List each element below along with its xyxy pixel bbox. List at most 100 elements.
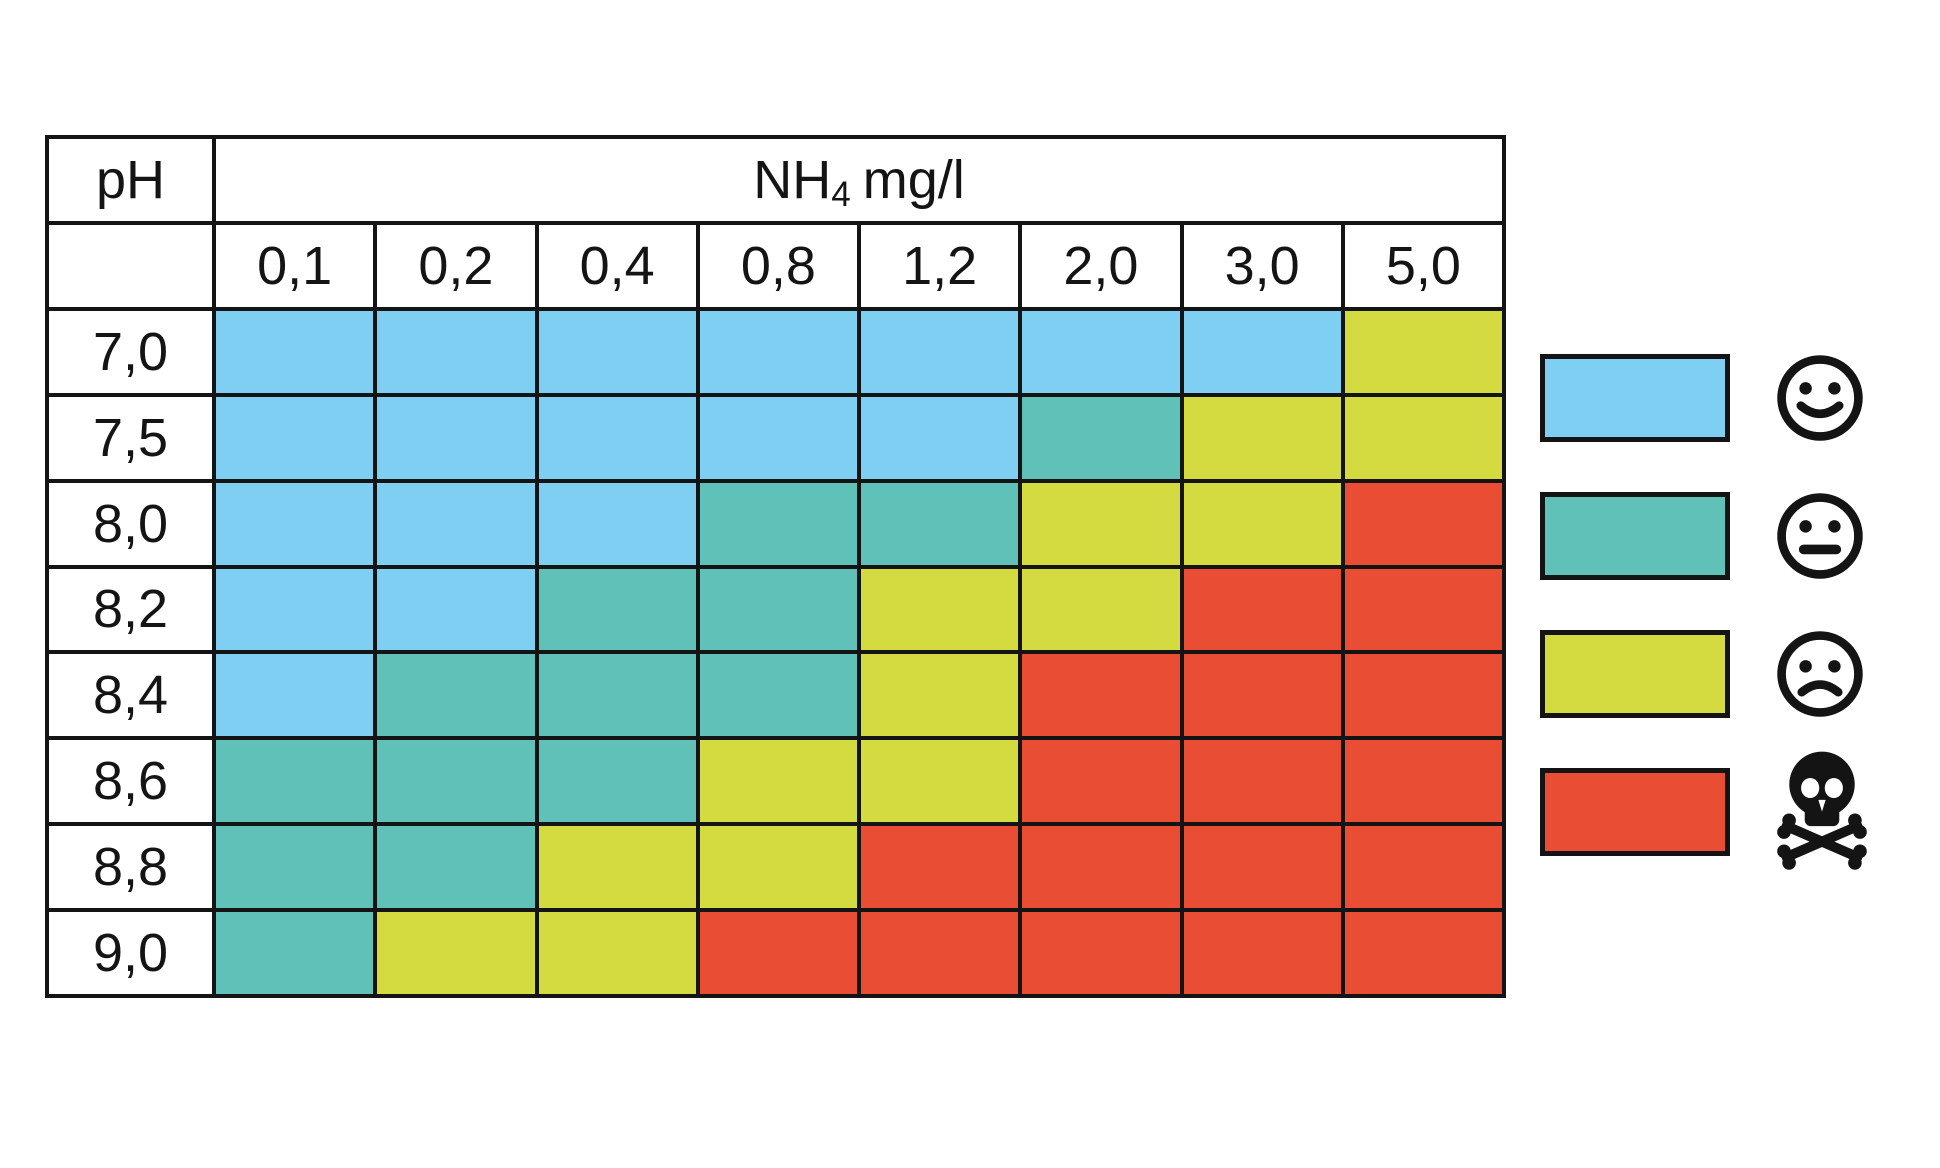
heat-cell-8,6-0,8	[699, 740, 857, 823]
row-header-8,2: 8,2	[49, 568, 212, 651]
heat-cell-9,0-2,0	[1022, 912, 1180, 994]
heat-cell-7,0-5,0	[1344, 310, 1502, 393]
heat-cell-8,8-0,8	[699, 826, 857, 909]
nh4-header-cell: NH 4 mg/l	[216, 139, 1502, 221]
heat-cell-7,5-1,2	[861, 396, 1019, 479]
heat-cell-8,4-0,8	[699, 654, 857, 737]
heat-cell-8,6-0,4	[538, 740, 696, 823]
heat-cell-8,2-3,0	[1183, 568, 1341, 651]
heat-cell-7,0-3,0	[1183, 310, 1341, 393]
heat-cell-8,6-0,1	[216, 740, 374, 823]
heat-cell-7,5-3,0	[1183, 396, 1341, 479]
row-header-8,0: 8,0	[49, 482, 212, 565]
heat-cell-8,4-2,0	[1022, 654, 1180, 737]
heat-cell-9,0-0,1	[216, 912, 374, 994]
heat-cell-8,0-0,2	[377, 482, 535, 565]
nh4-unit-label: mg/l	[862, 149, 965, 210]
heat-cell-7,5-5,0	[1344, 396, 1502, 479]
heat-cell-9,0-0,2	[377, 912, 535, 994]
heat-cell-8,0-0,1	[216, 482, 374, 565]
heat-cell-8,2-0,2	[377, 568, 535, 651]
column-header-0,4: 0,4	[538, 224, 696, 307]
heat-cell-8,8-0,1	[216, 826, 374, 909]
heat-cell-8,8-0,2	[377, 826, 535, 909]
happy-face-icon	[1772, 350, 1868, 446]
legend	[1540, 354, 1872, 906]
heat-cell-9,0-0,4	[538, 912, 696, 994]
ph-corner-cell: pH	[49, 139, 212, 221]
row-header-8,8: 8,8	[49, 826, 212, 909]
heat-cell-9,0-5,0	[1344, 912, 1502, 994]
heat-cell-8,4-0,2	[377, 654, 535, 737]
heat-cell-7,0-0,2	[377, 310, 535, 393]
heat-cell-7,0-0,4	[538, 310, 696, 393]
column-header-0,1: 0,1	[216, 224, 374, 307]
legend-swatch-bad	[1540, 630, 1730, 718]
row-header-9,0: 9,0	[49, 912, 212, 994]
heat-cell-7,5-2,0	[1022, 396, 1180, 479]
heat-cell-8,0-3,0	[1183, 482, 1341, 565]
heat-cell-7,5-0,4	[538, 396, 696, 479]
column-header-3,0: 3,0	[1183, 224, 1341, 307]
ph-label: pH	[95, 149, 166, 210]
column-header-2,0: 2,0	[1022, 224, 1180, 307]
empty-header-cell	[49, 224, 212, 307]
nh4-subscript: 4	[831, 175, 851, 215]
heat-cell-8,0-0,8	[699, 482, 857, 565]
heat-cell-8,2-5,0	[1344, 568, 1502, 651]
heat-cell-8,8-1,2	[861, 826, 1019, 909]
neutral-face-icon	[1772, 488, 1868, 584]
heat-cell-8,6-5,0	[1344, 740, 1502, 823]
legend-row-ok	[1540, 492, 1872, 580]
heat-cell-8,4-0,4	[538, 654, 696, 737]
column-header-1,2: 1,2	[861, 224, 1019, 307]
heat-cell-8,0-5,0	[1344, 482, 1502, 565]
heat-cell-8,2-2,0	[1022, 568, 1180, 651]
heat-cell-7,0-1,2	[861, 310, 1019, 393]
heat-cell-8,0-1,2	[861, 482, 1019, 565]
heat-cell-8,2-0,8	[699, 568, 857, 651]
heat-cell-8,0-2,0	[1022, 482, 1180, 565]
heat-cell-8,4-0,1	[216, 654, 374, 737]
heat-cell-7,5-0,1	[216, 396, 374, 479]
heat-cell-9,0-0,8	[699, 912, 857, 994]
heat-cell-8,6-2,0	[1022, 740, 1180, 823]
legend-row-good	[1540, 354, 1872, 442]
toxicity-table: pH NH 4 mg/l 0,1 0,2 0,4 0,8 1,2 2,0 3,0 5,0 7,0 7,…	[45, 135, 1506, 998]
legend-row-bad	[1540, 630, 1872, 718]
legend-swatch-good	[1540, 354, 1730, 442]
heat-cell-8,8-3,0	[1183, 826, 1341, 909]
heat-cell-8,4-1,2	[861, 654, 1019, 737]
row-header-8,6: 8,6	[49, 740, 212, 823]
row-header-7,0: 7,0	[49, 310, 212, 393]
column-header-5,0: 5,0	[1344, 224, 1502, 307]
heat-cell-8,2-0,1	[216, 568, 374, 651]
heat-cell-7,0-0,1	[216, 310, 374, 393]
heat-cell-7,0-2,0	[1022, 310, 1180, 393]
heat-cell-7,5-0,2	[377, 396, 535, 479]
heat-cell-8,0-0,4	[538, 482, 696, 565]
heat-cell-8,6-1,2	[861, 740, 1019, 823]
heat-cell-7,0-0,8	[699, 310, 857, 393]
heat-cell-8,8-5,0	[1344, 826, 1502, 909]
row-header-8,4: 8,4	[49, 654, 212, 737]
heat-cell-8,8-0,4	[538, 826, 696, 909]
column-header-0,8: 0,8	[699, 224, 857, 307]
legend-swatch-ok	[1540, 492, 1730, 580]
nh4-label: NH	[753, 149, 832, 210]
heat-cell-8,4-5,0	[1344, 654, 1502, 737]
heat-cell-8,6-0,2	[377, 740, 535, 823]
column-header-0,2: 0,2	[377, 224, 535, 307]
heat-cell-8,2-0,4	[538, 568, 696, 651]
legend-row-deadly	[1540, 751, 1872, 870]
heat-cell-8,2-1,2	[861, 568, 1019, 651]
skull-crossbones-icon	[1772, 745, 1872, 871]
legend-swatch-deadly	[1540, 768, 1730, 856]
heat-cell-9,0-3,0	[1183, 912, 1341, 994]
heat-cell-8,6-3,0	[1183, 740, 1341, 823]
sad-face-icon	[1772, 626, 1868, 722]
heat-cell-7,5-0,8	[699, 396, 857, 479]
row-header-7,5: 7,5	[49, 396, 212, 479]
heat-cell-8,8-2,0	[1022, 826, 1180, 909]
